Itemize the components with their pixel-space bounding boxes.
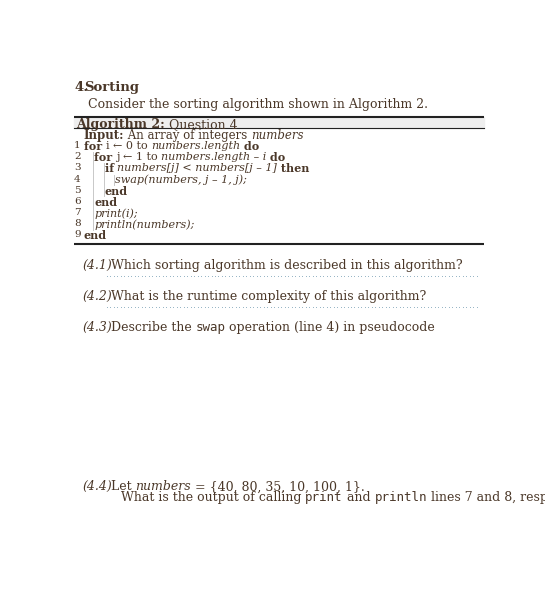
Text: 8: 8 <box>74 219 81 228</box>
Text: What is the output of calling: What is the output of calling <box>121 491 305 504</box>
Text: numbers: numbers <box>135 480 191 494</box>
Text: 9: 9 <box>74 231 81 240</box>
Text: then: then <box>277 164 310 175</box>
Text: 4: 4 <box>74 175 81 184</box>
Text: lines 7 and 8, respectively?: lines 7 and 8, respectively? <box>427 491 545 504</box>
Text: ← 0 to: ← 0 to <box>113 141 151 151</box>
Text: 1: 1 <box>74 141 81 150</box>
Text: Sorting: Sorting <box>84 81 140 95</box>
Text: for: for <box>83 141 106 152</box>
Text: (4.2): (4.2) <box>82 290 112 303</box>
Text: for: for <box>94 152 116 163</box>
Text: end: end <box>83 231 107 241</box>
Text: and: and <box>343 491 374 504</box>
Text: print: print <box>305 491 343 504</box>
Text: Let: Let <box>111 480 135 494</box>
Text: (4.3): (4.3) <box>82 321 112 334</box>
Text: 2: 2 <box>74 152 81 161</box>
Text: 3: 3 <box>74 164 81 173</box>
Text: Consider the sorting algorithm shown in Algorithm 2.: Consider the sorting algorithm shown in … <box>88 98 427 111</box>
Text: end: end <box>94 197 117 208</box>
Text: do: do <box>267 152 286 163</box>
Text: ← 1 to: ← 1 to <box>123 152 161 163</box>
Text: if: if <box>105 164 117 175</box>
Text: What is the runtime complexity of this algorithm?: What is the runtime complexity of this a… <box>111 290 426 303</box>
Text: swap(numbers, j – 1, j);: swap(numbers, j – 1, j); <box>115 175 247 185</box>
Text: i: i <box>106 141 113 151</box>
Text: print(i);: print(i); <box>94 208 138 219</box>
Text: numbers.length: numbers.length <box>151 141 240 151</box>
Text: An array of integers: An array of integers <box>124 129 251 142</box>
Text: println(numbers);: println(numbers); <box>94 219 195 230</box>
Text: swap: swap <box>196 321 226 334</box>
Text: 7: 7 <box>74 208 81 217</box>
Text: 5: 5 <box>74 186 81 195</box>
Text: (4.1): (4.1) <box>82 259 112 272</box>
Text: Input:: Input: <box>83 129 124 142</box>
Text: numbers.length – i: numbers.length – i <box>161 152 267 163</box>
Text: = {40, 80, 35, 10, 100, 1}.: = {40, 80, 35, 10, 100, 1}. <box>191 480 365 494</box>
Text: (4.4): (4.4) <box>82 480 112 494</box>
Text: Algorithm 2:: Algorithm 2: <box>76 119 165 131</box>
Text: println: println <box>374 491 427 504</box>
Text: j: j <box>116 152 123 163</box>
Text: numbers: numbers <box>251 129 304 142</box>
Text: end: end <box>105 186 128 197</box>
Text: do: do <box>240 141 259 152</box>
Text: 6: 6 <box>74 197 81 206</box>
Text: operation (line 4) in pseudocode: operation (line 4) in pseudocode <box>226 321 435 334</box>
Text: numbers[j] < numbers[j – 1]: numbers[j] < numbers[j – 1] <box>117 164 277 173</box>
Text: Question 4: Question 4 <box>165 119 237 131</box>
Text: Describe the: Describe the <box>111 321 196 334</box>
Text: Which sorting algorithm is described in this algorithm?: Which sorting algorithm is described in … <box>111 259 462 272</box>
Text: 4.: 4. <box>74 81 88 95</box>
